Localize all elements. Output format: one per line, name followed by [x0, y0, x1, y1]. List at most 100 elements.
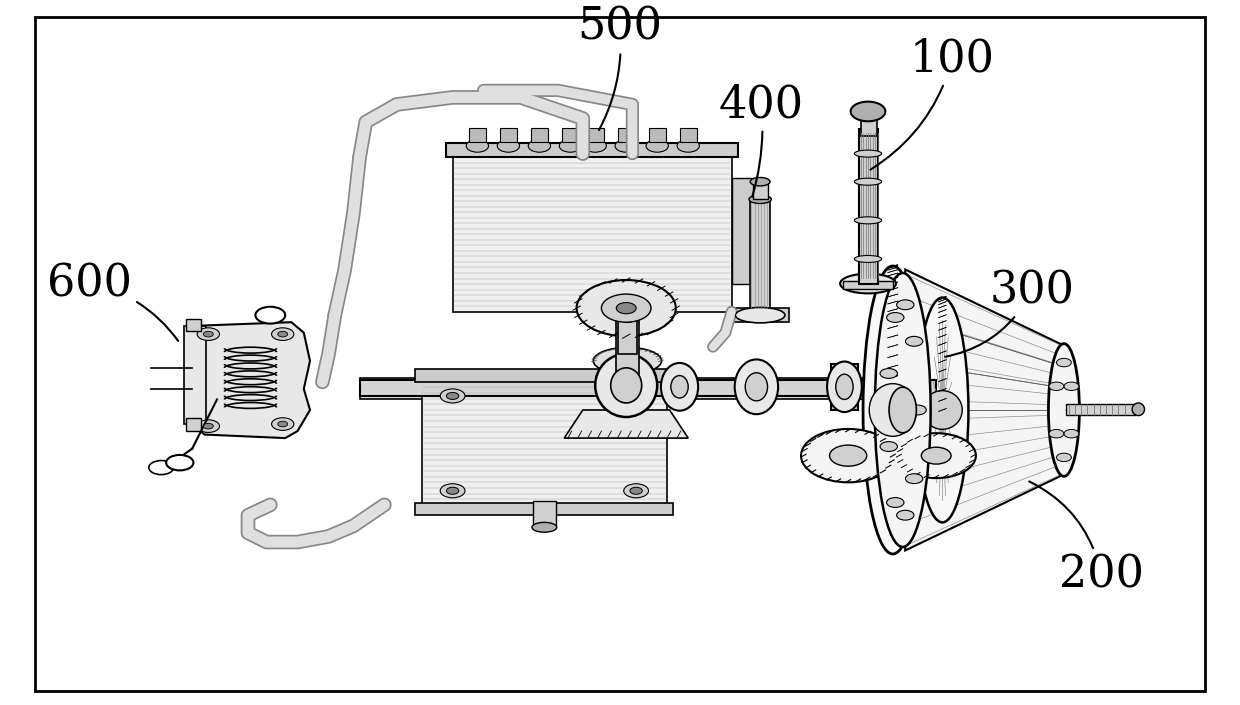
Ellipse shape — [863, 266, 923, 554]
Ellipse shape — [854, 217, 882, 224]
Circle shape — [630, 393, 642, 400]
Circle shape — [830, 445, 867, 466]
Circle shape — [624, 389, 649, 403]
Ellipse shape — [854, 255, 882, 262]
Ellipse shape — [869, 384, 916, 436]
Ellipse shape — [916, 298, 968, 522]
Ellipse shape — [854, 150, 882, 157]
Circle shape — [149, 460, 174, 474]
Circle shape — [197, 328, 219, 341]
Text: 300: 300 — [945, 269, 1074, 357]
Ellipse shape — [750, 178, 770, 186]
Bar — [618, 312, 637, 354]
Ellipse shape — [889, 387, 916, 433]
Text: 400: 400 — [719, 83, 804, 197]
Bar — [500, 128, 517, 142]
Ellipse shape — [1132, 403, 1145, 416]
Bar — [415, 503, 673, 515]
Circle shape — [166, 455, 193, 470]
Ellipse shape — [827, 362, 862, 412]
Bar — [186, 319, 201, 331]
Ellipse shape — [875, 273, 930, 547]
Ellipse shape — [923, 391, 962, 429]
Ellipse shape — [1049, 343, 1079, 477]
Bar — [360, 381, 936, 396]
Bar — [469, 128, 486, 142]
Circle shape — [921, 447, 951, 464]
Circle shape — [601, 294, 651, 322]
Bar — [859, 129, 878, 283]
Bar — [732, 308, 789, 322]
Bar — [446, 143, 738, 157]
Circle shape — [880, 369, 898, 379]
Circle shape — [646, 140, 668, 152]
Circle shape — [1056, 453, 1071, 462]
Circle shape — [278, 421, 288, 427]
Bar — [360, 379, 936, 400]
Circle shape — [584, 140, 606, 152]
Ellipse shape — [734, 360, 779, 415]
Polygon shape — [186, 322, 310, 438]
Circle shape — [577, 280, 676, 336]
Circle shape — [677, 140, 699, 152]
Circle shape — [880, 441, 898, 451]
Circle shape — [801, 429, 895, 482]
Circle shape — [446, 487, 459, 494]
Text: 600: 600 — [47, 262, 179, 341]
Ellipse shape — [854, 178, 882, 185]
Circle shape — [897, 433, 976, 478]
Bar — [184, 326, 206, 424]
Bar — [750, 200, 770, 312]
Circle shape — [203, 423, 213, 429]
Circle shape — [616, 302, 636, 314]
Bar — [680, 128, 697, 142]
Text: 200: 200 — [1029, 482, 1143, 596]
Circle shape — [909, 405, 926, 415]
Circle shape — [528, 140, 551, 152]
Circle shape — [851, 102, 885, 121]
Circle shape — [897, 300, 914, 309]
Circle shape — [272, 328, 294, 341]
Circle shape — [440, 484, 465, 498]
Circle shape — [624, 484, 649, 498]
Circle shape — [1049, 382, 1064, 391]
Bar — [861, 111, 877, 136]
Ellipse shape — [836, 374, 853, 400]
Ellipse shape — [595, 354, 657, 417]
Circle shape — [197, 419, 219, 432]
Circle shape — [559, 140, 582, 152]
Circle shape — [466, 140, 489, 152]
Circle shape — [630, 487, 642, 494]
Text: 100: 100 — [870, 37, 994, 170]
Ellipse shape — [532, 522, 557, 532]
Ellipse shape — [615, 301, 640, 322]
Bar — [1066, 404, 1135, 415]
Circle shape — [278, 331, 288, 337]
Bar — [415, 369, 673, 382]
Ellipse shape — [671, 376, 688, 398]
Circle shape — [497, 140, 520, 152]
Circle shape — [440, 389, 465, 403]
Circle shape — [1064, 429, 1079, 438]
Ellipse shape — [661, 363, 698, 411]
Bar — [618, 128, 635, 142]
Circle shape — [255, 307, 285, 324]
Circle shape — [887, 312, 904, 322]
Polygon shape — [564, 410, 688, 438]
Bar — [831, 364, 858, 410]
Bar — [422, 382, 667, 505]
Circle shape — [897, 510, 914, 520]
Ellipse shape — [841, 274, 895, 293]
Polygon shape — [905, 269, 1066, 551]
Bar — [587, 128, 604, 142]
Ellipse shape — [611, 368, 642, 403]
Bar — [843, 281, 893, 289]
Circle shape — [615, 140, 637, 152]
Ellipse shape — [749, 195, 771, 204]
Bar — [753, 182, 768, 200]
Circle shape — [1049, 429, 1064, 438]
Circle shape — [1064, 382, 1079, 391]
Bar — [453, 157, 732, 312]
Circle shape — [887, 498, 904, 508]
Circle shape — [905, 336, 923, 346]
